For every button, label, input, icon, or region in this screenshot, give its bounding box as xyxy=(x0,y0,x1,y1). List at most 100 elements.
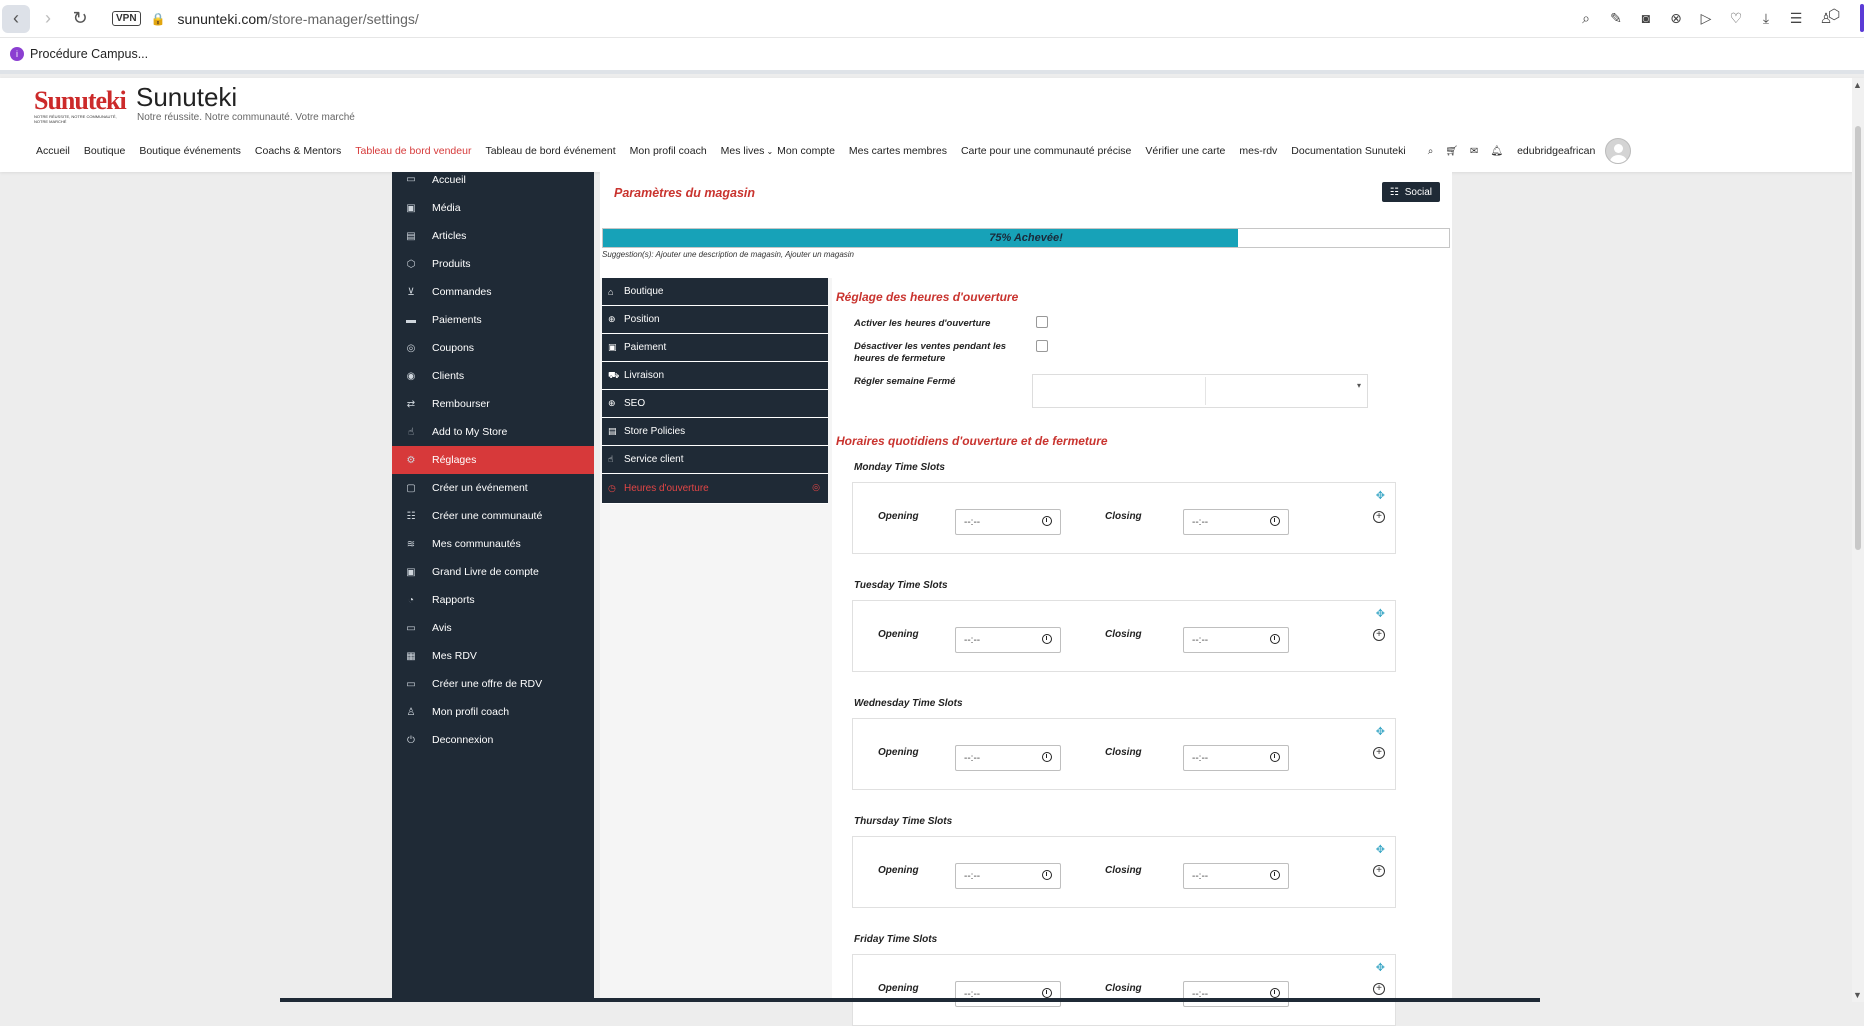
move-icon[interactable]: ✥ xyxy=(1375,962,1385,974)
add-circle-icon[interactable]: + xyxy=(1373,747,1385,759)
site-logo[interactable]: Sunuteki NOTRE RÉUSSITE, NOTRE COMMUNAUT… xyxy=(34,86,127,128)
scroll-up-icon[interactable]: ▲ xyxy=(1853,80,1862,90)
site-title[interactable]: Sunuteki xyxy=(136,82,238,112)
page-title: Paramètres du magasin xyxy=(614,186,756,200)
sidebar-item-deconnexion[interactable]: ⏻ Deconnexion xyxy=(392,726,594,754)
move-icon[interactable]: ✥ xyxy=(1375,726,1385,738)
sidebar-item-creer-communaute[interactable]: ☷ Créer une communauté xyxy=(392,502,594,530)
sidebar-item-creer-evenement[interactable]: ▢ Créer un événement xyxy=(392,474,594,502)
sidebar-item-creer-offre-rdv[interactable]: ▭ Créer une offre de RDV xyxy=(392,670,594,698)
scroll-down-icon[interactable]: ▼ xyxy=(1853,990,1862,1000)
edit-icon[interactable]: ✎ xyxy=(1610,10,1622,26)
search-icon[interactable]: ⌕ xyxy=(1582,10,1590,26)
sidebar-item-rembourser[interactable]: ⇄ Rembourser xyxy=(392,390,594,418)
bookmark-item[interactable]: Procédure Campus... xyxy=(30,47,149,61)
tab-livraison[interactable]: ⛟ Livraison xyxy=(602,362,828,390)
nav-item-profil-coach[interactable]: Mon profil coach xyxy=(629,145,707,157)
mail-icon[interactable]: ✉ xyxy=(1470,145,1479,157)
move-icon[interactable]: ✥ xyxy=(1375,490,1385,502)
friday-opening-input[interactable]: --:-- xyxy=(955,981,1061,1007)
add-circle-icon[interactable]: + xyxy=(1373,865,1385,877)
nav-item-cartes-membres[interactable]: Mes cartes membres xyxy=(848,145,947,157)
address-bar[interactable]: sununteki.com/store-manager/settings/ xyxy=(178,11,419,27)
sidebar-item-rapports[interactable]: ◔ Rapports xyxy=(392,586,594,614)
monday-opening-input[interactable]: --:-- xyxy=(955,509,1061,535)
sidebar-item-profil-coach[interactable]: ♙ Mon profil coach xyxy=(392,698,594,726)
nav-item-accueil[interactable]: Accueil xyxy=(36,145,70,157)
forward-icon[interactable]: › xyxy=(45,8,51,28)
week-closed-select[interactable]: ▾ xyxy=(1032,374,1368,408)
nav-item-mes-rdv[interactable]: mes-rdv xyxy=(1239,145,1278,157)
avatar[interactable] xyxy=(1605,138,1632,164)
sidebar-item-accueil[interactable]: ▭ Accueil xyxy=(392,172,594,194)
tuesday-closing-input[interactable]: --:-- xyxy=(1183,627,1289,653)
tab-seo[interactable]: ⊕ SEO xyxy=(602,390,828,418)
reload-icon[interactable]: ↻ xyxy=(72,8,88,28)
tuesday-opening-input[interactable]: --:-- xyxy=(955,627,1061,653)
sidebar-item-label: Média xyxy=(432,202,461,214)
tab-store-policies[interactable]: ▤ Store Policies xyxy=(602,418,828,446)
search-icon[interactable]: ⌕ xyxy=(1427,145,1434,157)
add-circle-icon[interactable]: + xyxy=(1373,983,1385,995)
sidebar-item-label: Accueil xyxy=(432,174,466,186)
sidebar-item-media[interactable]: ▣ Média xyxy=(392,194,594,222)
chevron-down-icon: ⌄ xyxy=(766,147,774,156)
sidebar-item-mes-communautes[interactable]: ≋ Mes communautés xyxy=(392,530,594,558)
sidebar-item-articles[interactable]: ▤ Articles xyxy=(392,222,594,250)
cart-icon[interactable]: 🛒︎ xyxy=(1445,145,1458,157)
nav-item-boutique[interactable]: Boutique xyxy=(83,145,126,157)
close-circle-icon[interactable]: ⊗ xyxy=(1670,10,1682,26)
scrollbar-thumb[interactable] xyxy=(1855,126,1861,550)
tab-paiement[interactable]: ▣ Paiement xyxy=(602,334,828,362)
thursday-opening-input[interactable]: --:-- xyxy=(955,863,1061,889)
nav-item-boutique-evenements[interactable]: Boutique événements xyxy=(139,145,241,157)
move-icon[interactable]: ✥ xyxy=(1375,608,1385,620)
move-icon[interactable]: ✥ xyxy=(1375,844,1385,856)
nav-item-documentation[interactable]: Documentation Sunuteki xyxy=(1291,145,1406,157)
social-button[interactable]: ☷ Social xyxy=(1381,182,1440,202)
tab-boutique[interactable]: ⌂ Boutique xyxy=(602,278,828,306)
nav-item-coachs-mentors[interactable]: Coachs & Mentors xyxy=(254,145,342,157)
nav-item-carte-communaute[interactable]: Carte pour une communauté précise xyxy=(960,145,1132,157)
page-scrollbar[interactable]: ▲ ▼ xyxy=(1852,78,1864,1002)
sidebar-item-avis[interactable]: ▭ Avis xyxy=(392,614,594,642)
monday-closing-input[interactable]: --:-- xyxy=(1183,509,1289,535)
menu-icon[interactable]: ☰ xyxy=(1789,10,1803,26)
nav-item-mes-lives[interactable]: Mes lives ⌄ xyxy=(721,145,773,157)
add-circle-icon[interactable]: + xyxy=(1373,511,1385,523)
add-circle-icon[interactable]: + xyxy=(1373,629,1385,641)
nav-item-tableau-evenement[interactable]: Tableau de bord événement xyxy=(485,145,616,157)
wednesday-opening-input[interactable]: --:-- xyxy=(955,745,1061,771)
camera-icon[interactable]: ◙ xyxy=(1641,10,1651,26)
tab-position[interactable]: ⊕ Position xyxy=(602,306,828,334)
nav-item-tableau-vendeur[interactable]: Tableau de bord vendeur xyxy=(355,145,472,157)
sidebar-item-reglages[interactable]: ⚙ Réglages xyxy=(392,446,594,474)
sidebar-item-coupons[interactable]: ◎ Coupons xyxy=(392,334,594,362)
sidebar-item-add-to-store[interactable]: ☝ Add to My Store xyxy=(392,418,594,446)
download-icon[interactable]: ⤓ xyxy=(1762,10,1770,26)
heart-icon[interactable]: ♡ xyxy=(1729,10,1743,26)
sidebar-item-commandes[interactable]: ⊻ Commandes xyxy=(392,278,594,306)
username[interactable]: edubridgeafrican xyxy=(1517,145,1596,157)
friday-closing-input[interactable]: --:-- xyxy=(1183,981,1289,1007)
nav-item-verifier-carte[interactable]: Vérifier une carte xyxy=(1145,145,1226,157)
sidebar-item-paiements[interactable]: ▬ Paiements xyxy=(392,306,594,334)
play-icon[interactable]: ▷ xyxy=(1700,10,1712,26)
sidebar-item-grand-livre[interactable]: ▣ Grand Livre de compte xyxy=(392,558,594,586)
sidebar-item-produits[interactable]: ⬡ Produits xyxy=(392,250,594,278)
user-icon[interactable]: ♙ xyxy=(1819,10,1833,26)
tab-heures-ouverture[interactable]: ◷ Heures d'ouverture ◎ xyxy=(602,474,828,504)
bell-icon[interactable]: 🔔︎ xyxy=(1490,145,1504,157)
wednesday-closing-input[interactable]: --:-- xyxy=(1183,745,1289,771)
sidebar-item-clients[interactable]: ◉ Clients xyxy=(392,362,594,390)
extension-icon[interactable]: ⬡ xyxy=(1828,6,1841,22)
sidebar-item-mes-rdv[interactable]: ▦ Mes RDV xyxy=(392,642,594,670)
nav-item-mon-compte[interactable]: Mon compte xyxy=(777,145,835,157)
globe-icon: ⊕ xyxy=(608,314,616,324)
disable-sales-checkbox[interactable] xyxy=(1036,340,1048,352)
vpn-badge[interactable]: VPN xyxy=(112,11,141,26)
tab-service-client[interactable]: ☝ Service client xyxy=(602,446,828,474)
thursday-closing-input[interactable]: --:-- xyxy=(1183,863,1289,889)
back-icon[interactable]: ‹ xyxy=(2,4,30,33)
enable-hours-checkbox[interactable] xyxy=(1036,316,1048,328)
